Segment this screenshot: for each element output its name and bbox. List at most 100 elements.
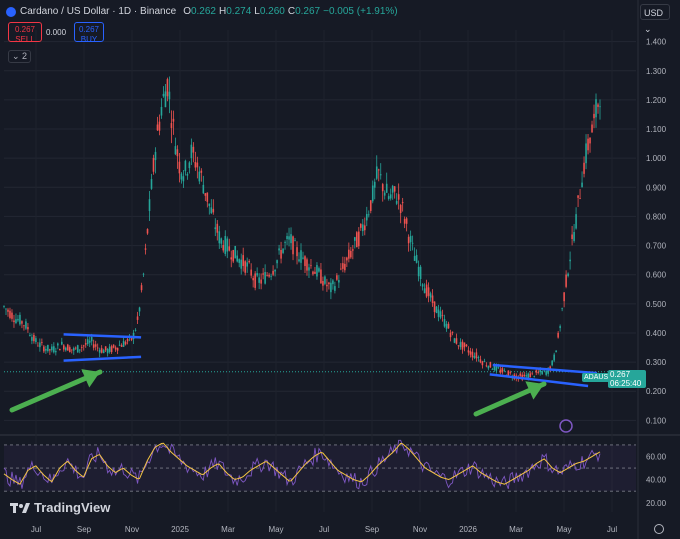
- candle-body: [469, 351, 472, 355]
- time-tick-label: Jul: [607, 525, 617, 534]
- currency-select[interactable]: USD ⌄: [640, 4, 670, 34]
- price-tick-label: 1.400: [646, 38, 667, 47]
- time-tick-label: Sep: [365, 525, 380, 534]
- candle-body: [33, 334, 35, 342]
- buy-price: 0.267: [78, 25, 100, 34]
- candle-body: [150, 179, 153, 189]
- candle-body: [350, 250, 352, 258]
- candle-body: [188, 162, 191, 169]
- ohlc-item: L0.260: [254, 6, 285, 17]
- candle-body: [509, 372, 512, 374]
- candle-body: [78, 349, 81, 351]
- candle-body: [262, 273, 264, 275]
- candle-body: [433, 301, 436, 313]
- candle-body: [82, 345, 85, 347]
- time-tick-label: Nov: [125, 525, 139, 534]
- candle-body: [463, 342, 466, 348]
- candle-body: [144, 248, 147, 250]
- candle-body: [527, 373, 530, 379]
- candle-body: [346, 257, 348, 261]
- candle-body: [477, 357, 480, 359]
- ohlc-value: −0.005 (+1.91%): [323, 6, 398, 17]
- candle-body: [423, 288, 426, 294]
- candle-body: [451, 331, 454, 333]
- sell-button[interactable]: 0.267 SELL: [8, 22, 42, 44]
- candle-body: [210, 207, 213, 214]
- candle-body: [59, 349, 61, 351]
- alert-icon: [559, 419, 573, 433]
- candle-body: [503, 369, 506, 371]
- buy-button[interactable]: 0.267 BUY: [74, 22, 104, 44]
- candle-body: [316, 265, 318, 277]
- price-tick-label: 0.700: [646, 242, 667, 251]
- candle-body: [447, 323, 450, 329]
- candle-body: [200, 170, 203, 173]
- currency-value: USD: [644, 8, 664, 18]
- candle-body: [136, 316, 139, 320]
- candle-body: [320, 269, 322, 284]
- candle-body: [170, 123, 173, 129]
- candle-body: [15, 319, 17, 323]
- candle-body: [29, 335, 31, 337]
- candle-body: [134, 329, 137, 331]
- candle-body: [471, 351, 474, 358]
- candle-body: [198, 171, 201, 182]
- candle-body: [373, 181, 376, 188]
- arrows: [9, 369, 573, 433]
- candle-body: [114, 347, 117, 350]
- candle-body: [116, 347, 119, 351]
- time-tick-label: May: [556, 525, 571, 534]
- tradingview-logo[interactable]: TradingView: [10, 500, 110, 515]
- candle-body: [352, 249, 354, 251]
- candle-body: [250, 269, 252, 276]
- indicators-toggle[interactable]: ⌄ 2: [8, 50, 32, 63]
- candle-body: [465, 344, 468, 347]
- trendline: [489, 373, 589, 388]
- candle-body: [489, 362, 492, 368]
- time-tick-label: May: [268, 525, 283, 534]
- candle-body: [158, 121, 161, 131]
- candle-body: [547, 368, 549, 374]
- candle-body: [148, 199, 151, 212]
- candle-body: [190, 144, 193, 159]
- time-tick-label: Jul: [319, 525, 329, 534]
- candle-body: [258, 277, 260, 283]
- candle-body: [180, 173, 183, 180]
- candle-body: [403, 218, 406, 224]
- price-tick-label: 0.500: [646, 300, 667, 309]
- candle-body: [539, 369, 542, 373]
- candle-body: [256, 273, 258, 276]
- ohlc-key: H: [219, 6, 227, 17]
- candle-body: [425, 284, 428, 297]
- candle-body: [300, 250, 302, 263]
- candle-body: [152, 157, 155, 172]
- price-axis: 1.400 1.300 1.200 1.100 1.000 0.900 0.800 0.700…: [646, 38, 667, 426]
- candle-body: [21, 321, 23, 324]
- candle-body: [238, 259, 241, 263]
- price-tick-label: 1.000: [646, 154, 667, 163]
- bar-countdown: 06:25:40: [610, 379, 642, 388]
- symbol-title[interactable]: Cardano / US Dollar · 1D · Binance: [20, 6, 177, 17]
- candle-body: [302, 257, 304, 259]
- candle-body: [214, 227, 217, 230]
- time-tick-label: Jul: [31, 525, 41, 534]
- candle-body: [27, 327, 29, 330]
- candle-body: [84, 343, 87, 345]
- candle-body: [39, 342, 41, 348]
- candle-body: [68, 347, 71, 353]
- candle-body: [194, 161, 197, 168]
- price-tick-label: 0.900: [646, 183, 667, 192]
- candle-body: [457, 345, 460, 347]
- candle-body: [156, 124, 159, 131]
- candle-body: [377, 169, 380, 171]
- candle-body: [338, 280, 340, 283]
- candle-body: [439, 311, 442, 318]
- candle-body: [226, 238, 229, 252]
- settings-icon[interactable]: [654, 524, 664, 534]
- candle-body: [577, 195, 579, 198]
- buy-label: BUY: [80, 35, 98, 44]
- candle-body: [407, 236, 410, 244]
- symbol-logo-icon: [6, 6, 16, 17]
